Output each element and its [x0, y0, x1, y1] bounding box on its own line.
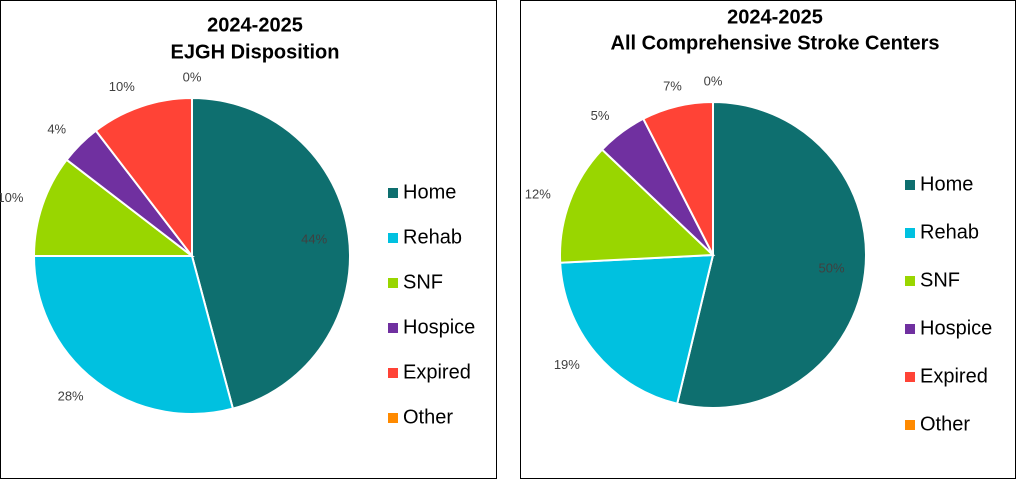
legend-label: Other	[920, 413, 970, 435]
legend-swatch	[905, 372, 915, 382]
legend-label: Hospice	[403, 316, 475, 338]
legend-swatch	[905, 324, 915, 334]
data-label: 12%	[525, 186, 551, 201]
legend-swatch	[388, 368, 398, 378]
legend-label: Rehab	[403, 226, 462, 248]
legend-label: Other	[403, 406, 453, 428]
legend-label: Rehab	[920, 221, 979, 243]
legend-swatch	[905, 228, 915, 238]
chart-title: 2024-2025	[727, 6, 823, 28]
pie-slice	[32, 255, 235, 415]
pie-slice	[559, 148, 716, 264]
chart-title: 2024-2025	[207, 14, 303, 36]
legend-swatch	[388, 188, 398, 198]
pie-slice	[94, 96, 193, 259]
data-label: 44%	[301, 231, 327, 246]
legend-label: SNF	[920, 269, 960, 291]
legend-swatch	[905, 180, 915, 190]
legend-swatch	[388, 413, 398, 423]
data-label: 7%	[663, 78, 682, 93]
legend-label: Expired	[403, 361, 471, 383]
legend-swatch	[388, 323, 398, 333]
data-label: 0%	[704, 73, 723, 88]
legend-swatch	[388, 233, 398, 243]
legend-swatch	[388, 278, 398, 288]
legend-label: Home	[920, 173, 973, 195]
data-label: 28%	[58, 389, 84, 404]
data-label: 4%	[47, 122, 66, 137]
pie-slice	[32, 158, 195, 257]
legend-label: Hospice	[920, 317, 992, 339]
data-label: 10%	[0, 190, 24, 205]
pie-slice	[675, 100, 867, 409]
chart-title: All Comprehensive Stroke Centers	[611, 32, 940, 54]
data-label: 50%	[818, 261, 844, 276]
legend-label: Home	[403, 181, 456, 203]
pie-slice	[559, 253, 715, 405]
data-label: 0%	[183, 69, 202, 84]
data-label: 5%	[591, 108, 610, 123]
chart-title: EJGH Disposition	[171, 41, 340, 63]
legend-label: SNF	[403, 271, 443, 293]
data-label: 10%	[109, 79, 135, 94]
legend-swatch	[905, 420, 915, 430]
legend-swatch	[905, 276, 915, 286]
data-label: 19%	[554, 357, 580, 372]
pie-slice	[191, 96, 351, 410]
legend-label: Expired	[920, 365, 988, 387]
